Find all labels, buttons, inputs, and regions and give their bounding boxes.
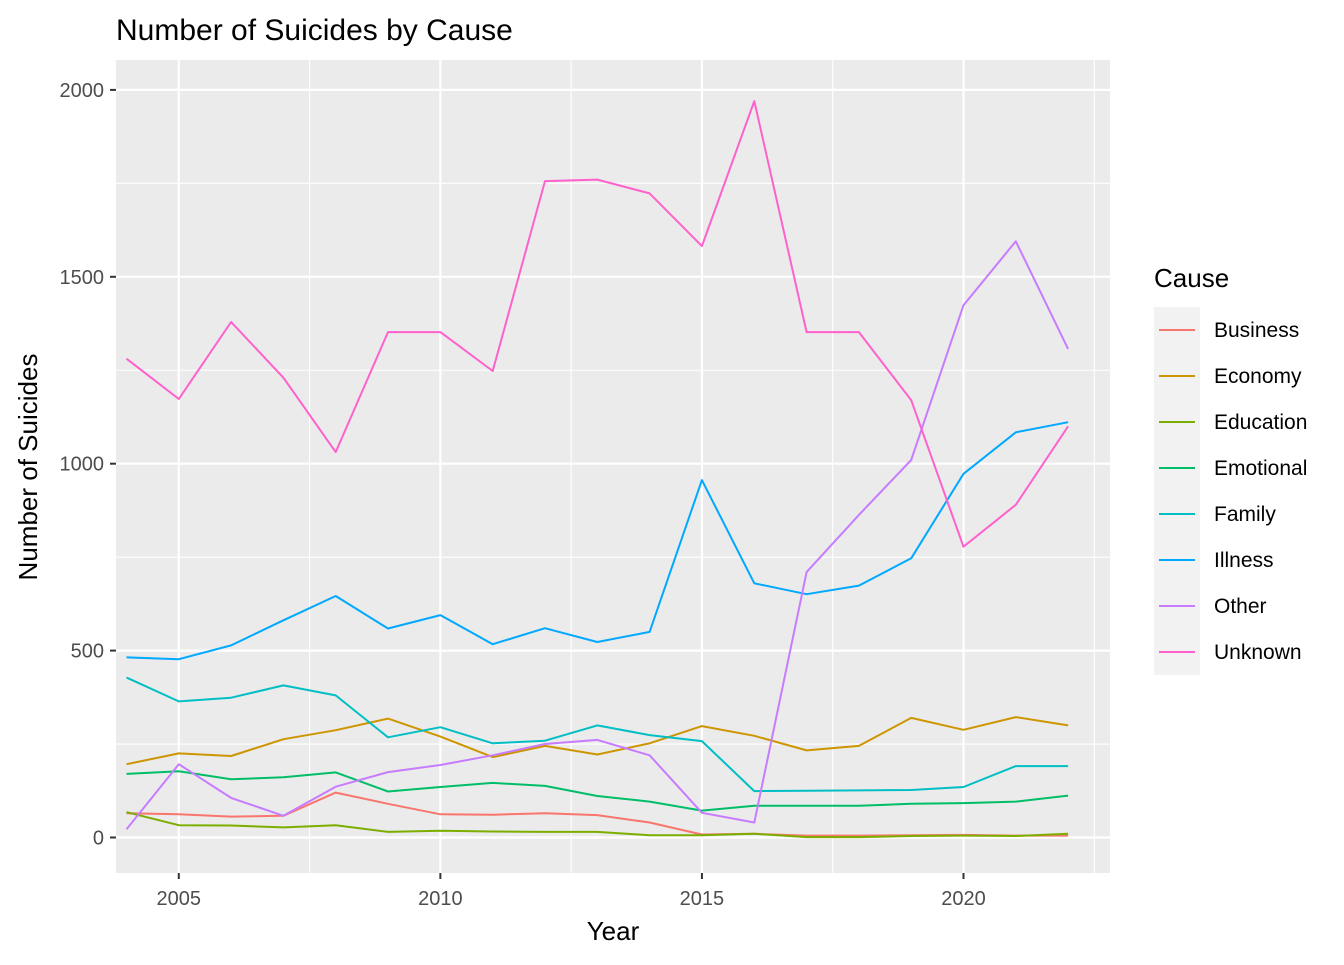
series-line-family xyxy=(126,676,1069,793)
grid-major xyxy=(116,60,1110,873)
legend-label-family: Family xyxy=(1214,503,1276,526)
y-tick-label: 0 xyxy=(93,827,104,849)
chart-title: Number of Suicides by Cause xyxy=(116,14,513,47)
legend: Cause Business Economy Education Emotional F… xyxy=(1154,263,1307,675)
plot-panel xyxy=(116,60,1110,873)
x-tick-label: 2005 xyxy=(157,888,202,910)
y-axis-title: Number of Suicides xyxy=(13,354,43,581)
legend-label-economy: Economy xyxy=(1214,365,1302,388)
series-line-other xyxy=(125,240,1069,830)
series-line-unknown xyxy=(125,100,1069,548)
y-tick-label: 2000 xyxy=(60,80,105,102)
series-line-economy xyxy=(126,716,1069,766)
legend-label-unknown: Unknown xyxy=(1214,641,1302,664)
legend-title: Cause xyxy=(1154,263,1229,293)
legend-items: Business Economy Education Emotional Family I… xyxy=(1154,307,1307,675)
x-axis-title: Year xyxy=(587,916,640,946)
y-tick-label: 1000 xyxy=(60,454,105,476)
x-tick-label: 2010 xyxy=(418,888,463,910)
y-axis: 0 500 1000 1500 2000 xyxy=(60,80,116,849)
y-tick-label: 500 xyxy=(71,641,104,663)
series-line-emotional xyxy=(126,770,1069,812)
y-tick-label: 1500 xyxy=(60,267,105,289)
series-lines xyxy=(125,100,1069,839)
series-line-illness xyxy=(126,421,1069,661)
legend-label-business: Business xyxy=(1214,319,1299,342)
legend-key-background xyxy=(1154,307,1200,675)
x-axis: 2005 2010 2015 2020 xyxy=(157,873,986,910)
x-tick-label: 2020 xyxy=(941,888,986,910)
legend-label-other: Other xyxy=(1214,595,1267,618)
legend-label-illness: Illness xyxy=(1214,549,1274,572)
legend-label-emotional: Emotional xyxy=(1214,457,1307,480)
x-tick-label: 2015 xyxy=(680,888,725,910)
grid-minor xyxy=(116,60,1110,873)
series-line-education xyxy=(126,811,1069,839)
legend-label-education: Education xyxy=(1214,411,1307,434)
